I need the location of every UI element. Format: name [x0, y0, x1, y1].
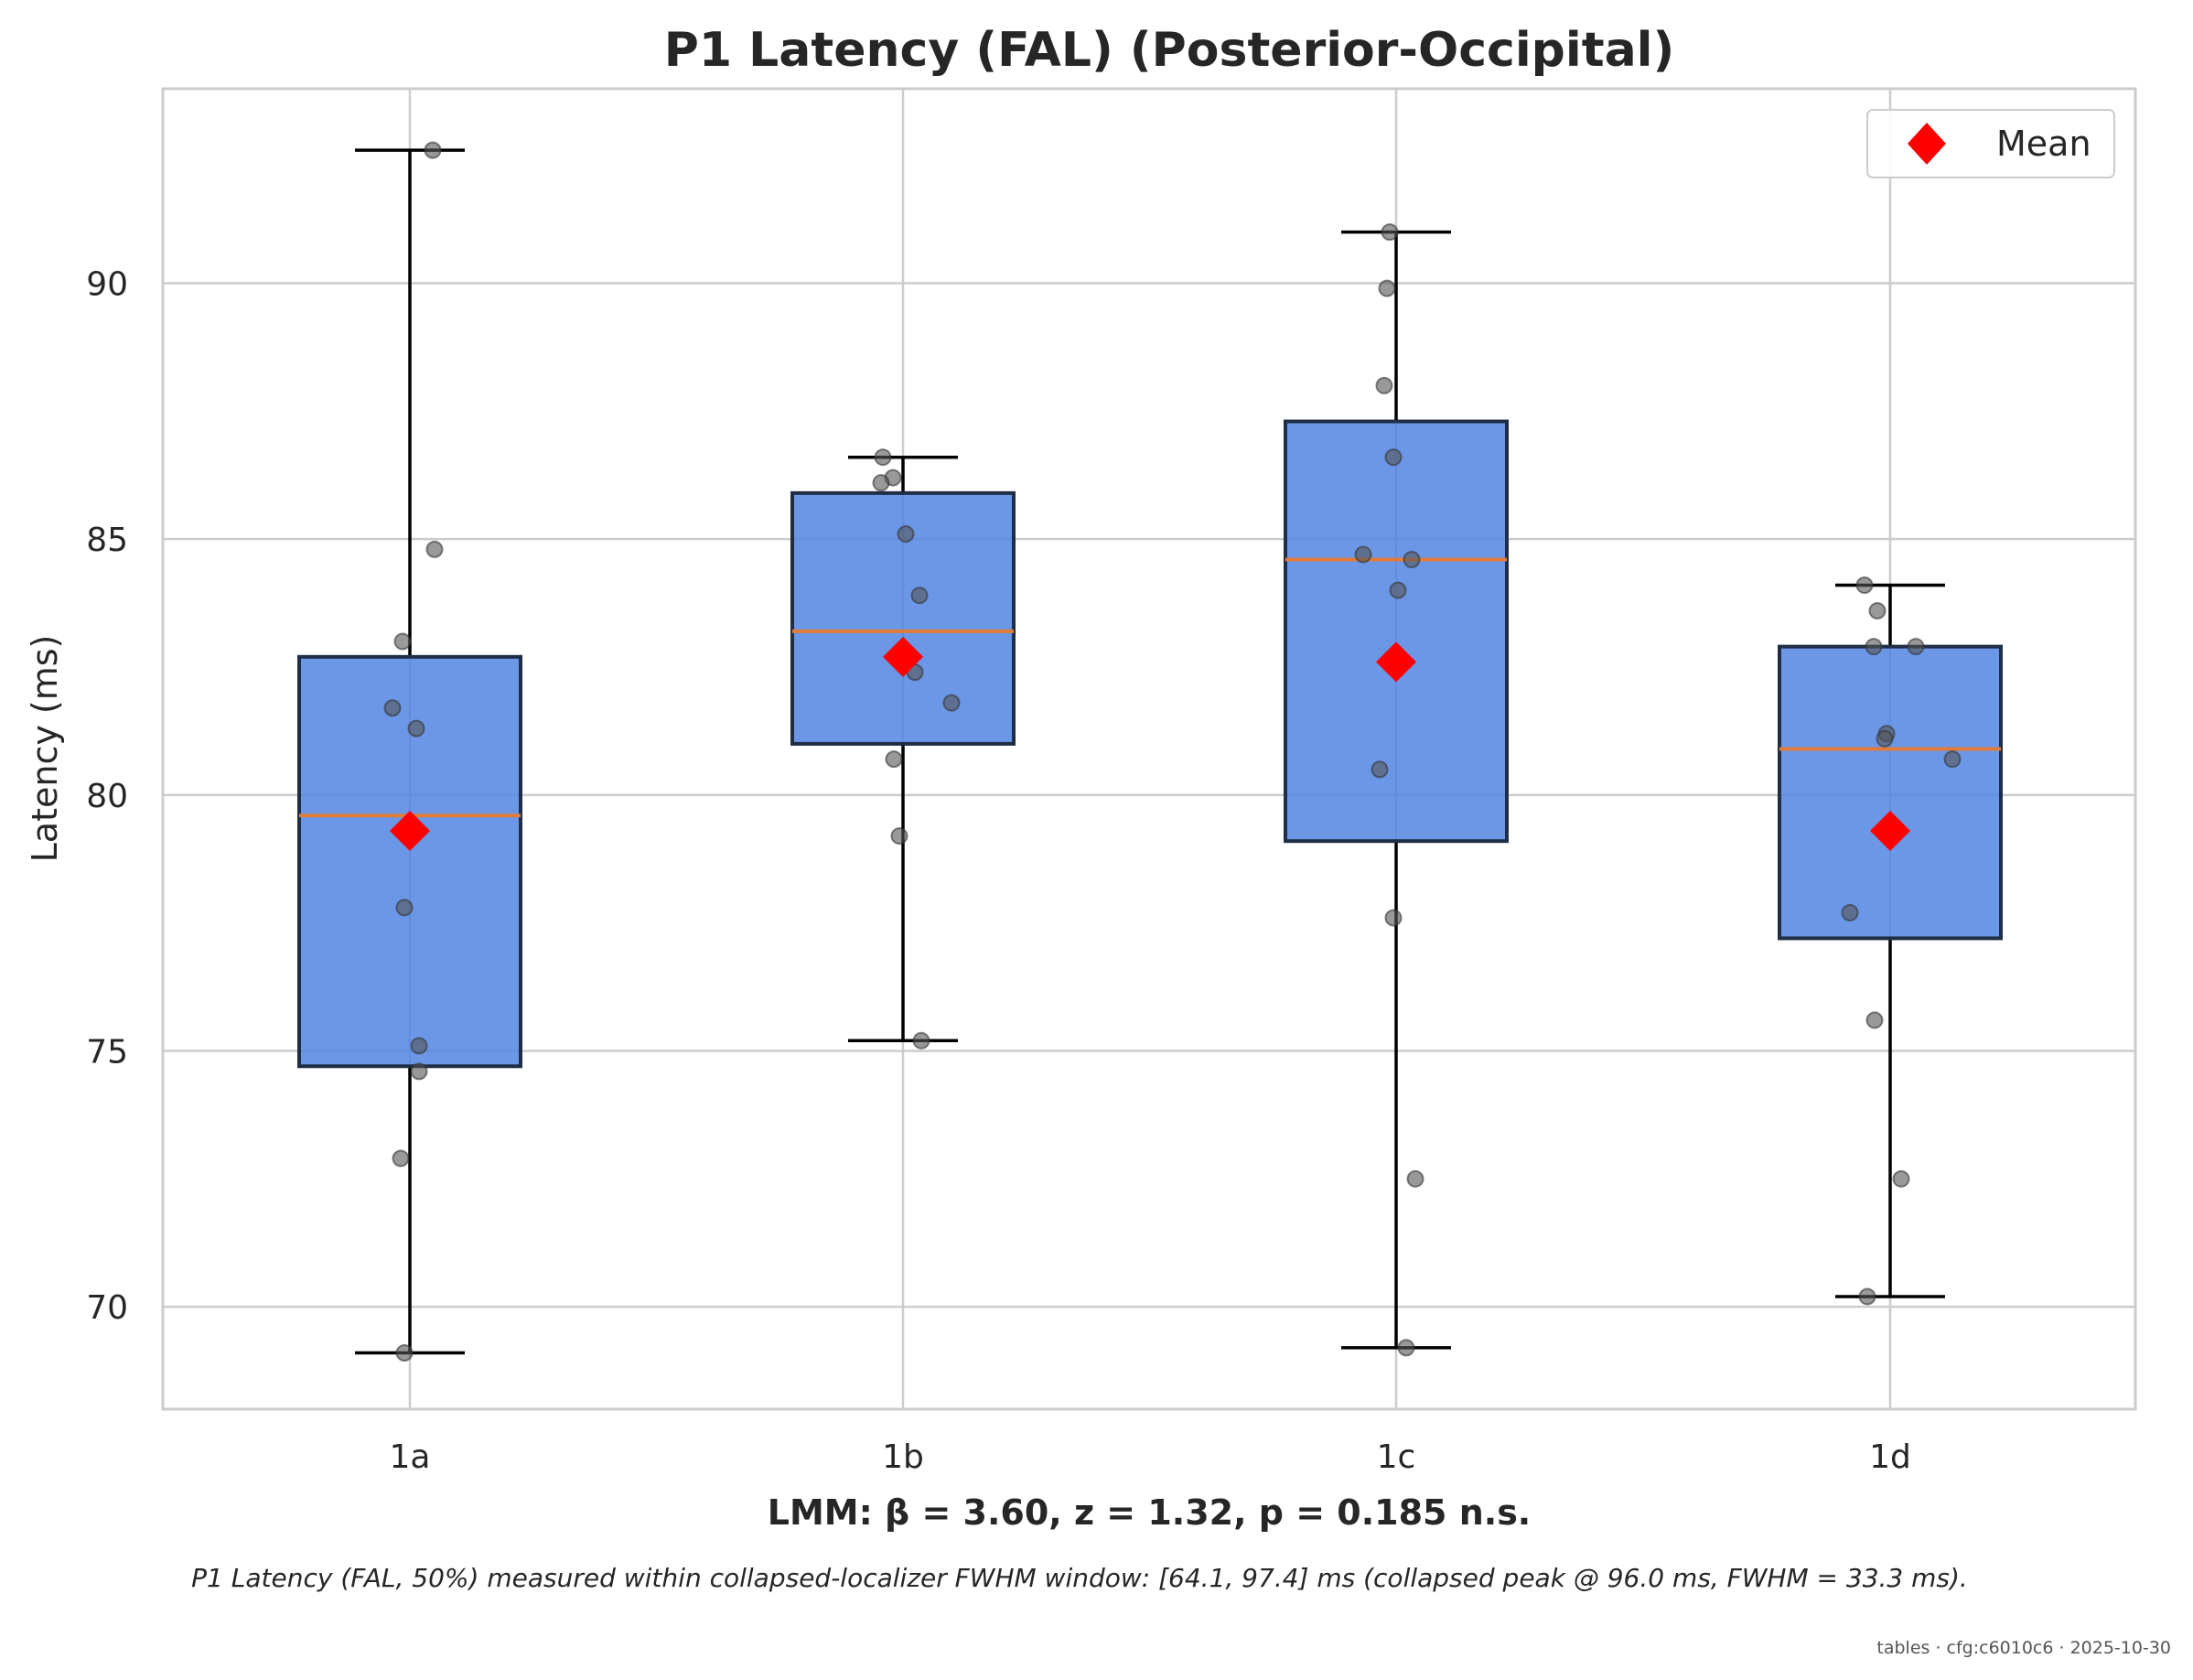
data-point — [885, 750, 903, 769]
data-point — [1371, 760, 1389, 779]
data-point — [392, 1149, 410, 1168]
mean-markers — [390, 636, 1910, 851]
data-point — [1868, 601, 1887, 619]
x-tick-labels: 1a 1b 1c 1d — [390, 1438, 1911, 1476]
data-point — [1907, 638, 1925, 656]
y-tick-label: 80 — [86, 778, 128, 815]
data-point — [1855, 576, 1874, 595]
data-point — [910, 587, 929, 605]
box-1a — [297, 654, 522, 1069]
footer-note: tables · cfg:c6010c6 · 2025-10-30 — [1876, 1638, 2171, 1658]
mean-marker — [1376, 641, 1416, 683]
data-point — [1943, 750, 1962, 769]
data-point — [1876, 729, 1894, 748]
y-tick-label: 90 — [86, 266, 128, 304]
data-point — [1381, 223, 1399, 242]
data-point — [1397, 1339, 1415, 1357]
x-tick-label: 1b — [882, 1438, 924, 1476]
y-axis-label: Latency (ms) — [25, 635, 65, 863]
data-point — [410, 1062, 428, 1081]
y-tick-label: 70 — [86, 1289, 128, 1327]
mean-marker — [1870, 810, 1910, 851]
box-series — [297, 148, 2003, 1355]
data-point — [1841, 903, 1859, 921]
box-1c — [1284, 419, 1509, 844]
data-point — [393, 632, 412, 651]
data-point — [912, 1031, 930, 1050]
data-point — [383, 699, 402, 717]
legend-label-mean: Mean — [1996, 124, 2091, 164]
data-point — [1403, 551, 1421, 569]
chart-title: P1 Latency (FAL) (Posterior-Occipital) — [664, 23, 1675, 78]
data-point — [1865, 1011, 1884, 1029]
data-point — [425, 540, 444, 558]
y-tick-labels: 70 75 80 85 90 — [86, 266, 128, 1328]
data-point — [874, 448, 892, 467]
mean-marker — [390, 810, 430, 851]
data-point — [1858, 1287, 1876, 1306]
data-points — [383, 141, 1962, 1362]
data-point — [1378, 279, 1396, 297]
x-tick-label: 1d — [1869, 1438, 1911, 1476]
data-point — [872, 474, 890, 492]
legend-mean-marker — [1908, 123, 1946, 165]
data-point — [1375, 376, 1393, 394]
data-point — [395, 1343, 414, 1362]
legend: Mean — [1866, 109, 2115, 178]
mean-marker — [883, 636, 923, 677]
data-point — [1389, 581, 1407, 599]
x-axis-label: LMM: β = 3.60, z = 1.32, p = 0.185 n.s. — [768, 1492, 1532, 1533]
data-point — [897, 525, 915, 544]
data-point — [1865, 638, 1883, 656]
y-tick-label: 75 — [86, 1033, 128, 1071]
data-point — [1384, 909, 1403, 927]
data-point — [1354, 545, 1372, 564]
data-point — [1892, 1169, 1910, 1188]
data-point — [407, 719, 425, 738]
data-point — [942, 694, 961, 712]
x-tick-label: 1a — [390, 1438, 431, 1476]
data-point — [890, 827, 908, 845]
y-tick-label: 85 — [86, 522, 128, 559]
data-point — [424, 141, 442, 159]
data-point — [410, 1037, 428, 1055]
box-1d — [1778, 644, 2003, 941]
plot-frame — [161, 87, 2137, 1411]
caption: P1 Latency (FAL, 50%) measured within co… — [191, 1563, 1968, 1593]
data-point — [1406, 1169, 1424, 1188]
data-point — [395, 899, 414, 917]
x-tick-label: 1c — [1377, 1438, 1416, 1476]
data-point — [1384, 448, 1403, 467]
